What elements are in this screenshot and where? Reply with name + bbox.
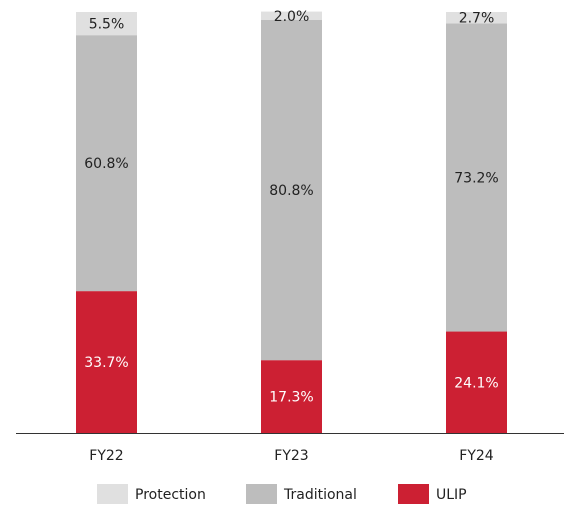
bar-segment	[446, 12, 507, 24]
legend-label: Traditional	[283, 487, 357, 503]
x-tick-label: FY22	[89, 448, 123, 464]
data-label: 5.5%	[89, 17, 125, 33]
data-label: 73.2%	[454, 170, 498, 186]
legend-swatch	[398, 484, 429, 504]
bar-segment	[446, 331, 507, 433]
bar-segment	[76, 12, 137, 36]
x-tick-label: FY23	[274, 448, 308, 464]
data-label: 33.7%	[84, 355, 128, 371]
bar-segment	[261, 360, 322, 433]
data-label: 2.0%	[274, 9, 310, 25]
legend-label: ULIP	[436, 487, 467, 503]
bar-segment	[261, 11, 322, 20]
data-label: 24.1%	[454, 375, 498, 391]
data-label: 80.8%	[269, 183, 313, 199]
data-label: 17.3%	[269, 390, 313, 406]
bar-segment	[261, 19, 322, 361]
data-label: 60.8%	[84, 156, 128, 172]
legend-swatch	[246, 484, 277, 504]
legend-swatch	[97, 484, 128, 504]
bar-segment	[446, 23, 507, 332]
data-label: 2.7%	[459, 11, 495, 27]
x-tick-label: FY24	[459, 448, 494, 464]
legend-label: Protection	[135, 487, 206, 503]
bar-segment	[76, 35, 137, 292]
bar-segment	[76, 291, 137, 433]
